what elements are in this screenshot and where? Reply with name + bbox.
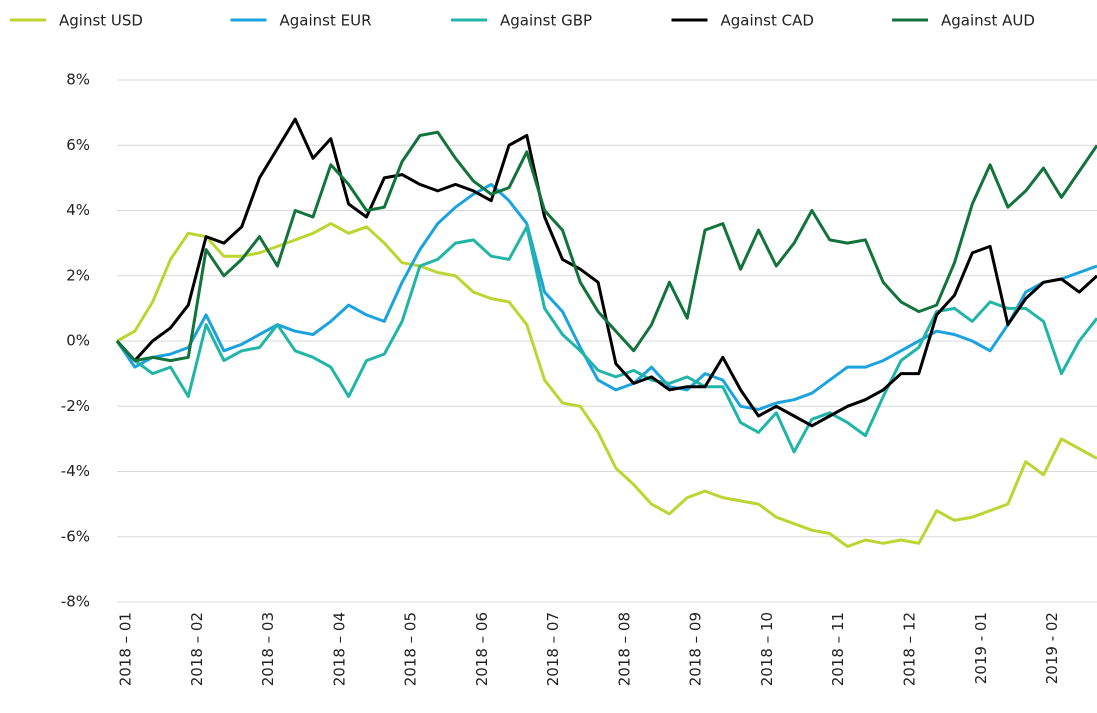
x-tick-label: 2018 – 07	[544, 612, 562, 686]
x-tick-label: 2018 – 10	[758, 612, 776, 686]
x-tick-label: 2019 - 02	[1043, 612, 1061, 684]
legend-label: Against EUR	[280, 12, 372, 30]
series-line	[115, 130, 1097, 363]
legend-label: Against CAD	[721, 12, 814, 30]
series-line	[116, 222, 1097, 548]
y-tick-label: 0%	[66, 332, 90, 350]
x-tick-label: 2018 – 09	[687, 612, 705, 686]
y-tick-label: 4%	[66, 201, 90, 219]
grid	[117, 79, 1097, 603]
legend: Aginst USD Against EUR Against GBP Against …	[10, 12, 1035, 30]
labels: -8% -6% -4% -2% 0% 2% 4% 6% 8% 2018 – 01 2018 – 02…	[61, 71, 1061, 687]
y-tick-label: -4%	[61, 462, 90, 480]
y-tick-label: -8%	[61, 593, 90, 611]
x-tick-label: 2018 – 12	[901, 612, 919, 686]
legend-label: Against GBP	[500, 12, 592, 30]
x-tick-label: 2018 – 08	[615, 612, 633, 686]
y-tick-label: -6%	[61, 527, 90, 545]
y-tick-label: 8%	[66, 71, 90, 89]
series-line	[115, 182, 1097, 411]
x-tick-label: 2018 – 04	[330, 612, 348, 686]
y-tick-label: 6%	[66, 136, 90, 154]
x-tick-label: 2018 – 02	[188, 612, 206, 686]
legend-label: Aginst USD	[59, 12, 143, 30]
x-tick-label: 2018 – 03	[259, 612, 277, 686]
x-tick-label: 2018 – 01	[117, 612, 135, 686]
y-tick-label: -2%	[61, 397, 90, 415]
lines	[115, 117, 1097, 548]
x-tick-label: 2018 – 05	[402, 612, 420, 686]
x-tick-label: 2018 – 06	[473, 612, 491, 686]
series-line	[115, 225, 1097, 454]
x-tick-label: 2019 - 01	[972, 612, 990, 684]
legend-label: Against AUD	[941, 12, 1035, 30]
x-tick-label: 2018 – 11	[829, 612, 847, 686]
y-tick-label: 2%	[66, 266, 90, 284]
